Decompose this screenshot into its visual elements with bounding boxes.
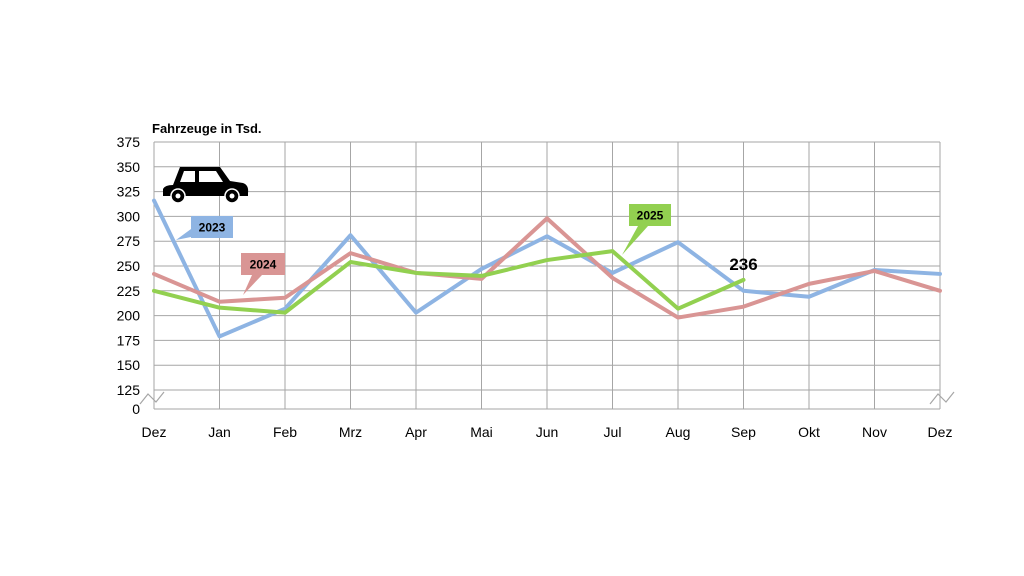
callout-box-2023	[191, 216, 233, 238]
series-callouts: 2023 2024 2025	[176, 204, 671, 295]
callout-pointer-2024	[243, 275, 262, 295]
y-tick-label: 150	[117, 357, 141, 373]
callout-pointer-2023	[176, 229, 191, 240]
y-tick-label: 300	[117, 208, 141, 224]
y-tick-labels: 0 125 150 175 200 225 250 275 300 325 350 375	[117, 134, 141, 417]
x-tick-label: Nov	[862, 424, 887, 440]
y-tick-label: 325	[117, 184, 141, 200]
x-tick-label: Apr	[405, 424, 427, 440]
series-line-2025	[152, 249, 746, 315]
y-tick-label: 0	[132, 401, 140, 417]
x-tick-label: Jul	[604, 424, 622, 440]
x-tick-label: Aug	[666, 424, 691, 440]
y-tick-label: 175	[117, 332, 141, 348]
last-value-label-2025: 236	[729, 255, 757, 274]
gridlines	[153, 141, 941, 409]
series-lines	[152, 198, 942, 339]
axis-break-right	[929, 391, 955, 405]
axis-break-left	[139, 391, 165, 405]
x-tick-label: Mai	[470, 424, 493, 440]
x-tick-label: Mrz	[339, 424, 362, 440]
series-line-2023	[152, 198, 942, 339]
x-tick-label: Dez	[928, 424, 953, 440]
y-tick-label: 375	[117, 134, 141, 150]
y-tick-label: 250	[117, 258, 141, 274]
x-tick-label: Feb	[273, 424, 297, 440]
y-tick-label: 275	[117, 233, 141, 249]
series-line-2024	[152, 216, 942, 320]
callout-box-2024	[241, 253, 285, 275]
x-tick-label: Jan	[208, 424, 231, 440]
y-tick-label: 200	[117, 308, 141, 324]
x-tick-label: Okt	[798, 424, 820, 440]
y-axis-unit-label: Fahrzeuge in Tsd.	[152, 121, 262, 136]
car-icon	[163, 167, 249, 204]
callout-label-2023: 2023	[199, 221, 226, 235]
x-tick-label: Jun	[536, 424, 559, 440]
y-tick-label: 125	[117, 382, 141, 398]
x-tick-labels: Dez Jan Feb Mrz Apr Mai Jun Jul Aug Sep Okt Nov Dez	[142, 424, 953, 440]
y-tick-label: 350	[117, 159, 141, 175]
callout-label-2025: 2025	[637, 209, 664, 223]
y-tick-label: 225	[117, 283, 141, 299]
callout-label-2024: 2024	[250, 258, 277, 272]
x-tick-label: Dez	[142, 424, 167, 440]
callout-pointer-2025	[622, 226, 648, 255]
x-tick-label: Sep	[731, 424, 756, 440]
callout-box-2025	[629, 204, 671, 226]
axes	[139, 391, 955, 410]
